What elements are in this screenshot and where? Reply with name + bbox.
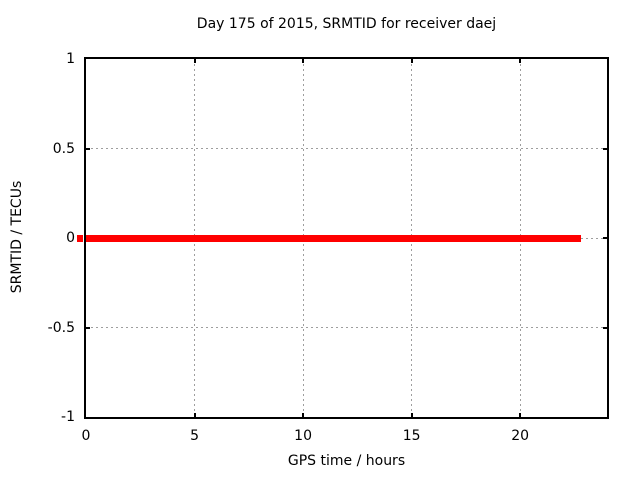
y-tick-label: -1 (61, 409, 75, 425)
y-tick-right (603, 326, 607, 329)
plot-area (84, 57, 609, 419)
x-tick-label: 15 (402, 428, 421, 444)
x-tick-top (193, 59, 196, 63)
x-tick-bottom (193, 413, 196, 417)
series-line-overhang (77, 234, 83, 242)
x-tick-top (302, 59, 305, 63)
x-tick-label: 0 (81, 428, 91, 444)
x-tick-bottom (410, 413, 413, 417)
y-tick-label: 1 (66, 51, 75, 67)
chart-title: Day 175 of 2015, SRMTID for receiver dae… (196, 16, 497, 32)
y-tick-label: 0 (66, 230, 75, 246)
y-tick-label: -0.5 (47, 319, 75, 336)
y-gridline (86, 148, 607, 149)
x-tick-label: 20 (511, 428, 530, 444)
y-tick-right (603, 147, 607, 150)
x-axis-label: GPS time / hours (287, 453, 406, 469)
x-tick-label: 10 (294, 428, 312, 444)
y-tick-left (86, 326, 90, 329)
y-tick-label: 0.5 (52, 140, 75, 157)
x-tick-label: 5 (190, 428, 199, 444)
x-tick-top (410, 59, 413, 63)
y-tick-left (86, 147, 90, 150)
y-gridline (86, 327, 607, 328)
y-tick-right (603, 237, 607, 239)
x-tick-bottom (519, 413, 522, 417)
x-tick-top (519, 59, 522, 63)
x-tick-bottom (302, 413, 305, 417)
series-line (86, 234, 581, 242)
